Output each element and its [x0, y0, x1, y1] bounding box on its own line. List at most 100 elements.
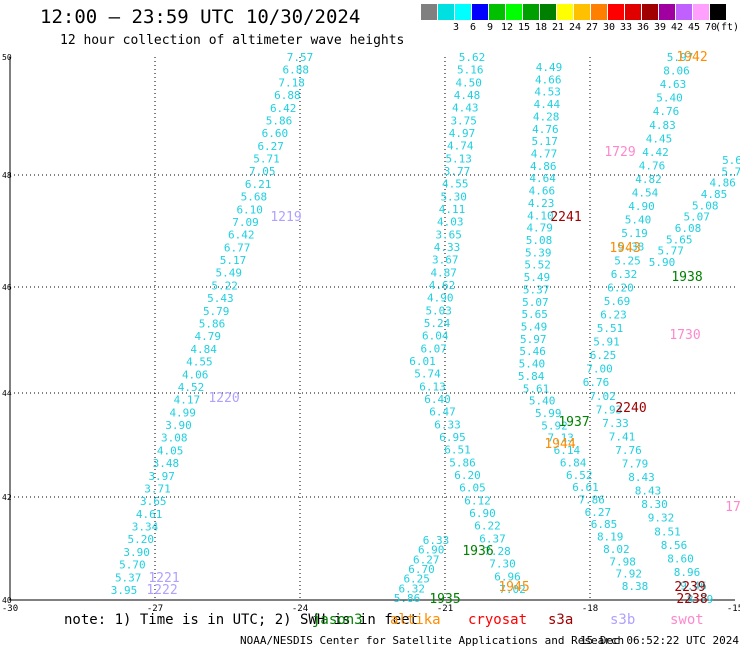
wave-height-value: 7.30 — [489, 558, 516, 571]
wave-height-value: 4.43 — [452, 102, 479, 115]
wave-height-value: 8.30 — [641, 498, 668, 511]
wave-height-value: 4.63 — [660, 78, 687, 91]
wave-height-value: 4.54 — [632, 187, 659, 200]
wave-height-value: 5.86 — [449, 456, 476, 469]
wave-height-value: 5.92 — [541, 419, 568, 432]
wave-height-value: 5.77 — [657, 245, 684, 258]
wave-height-value: 7.28 — [484, 545, 511, 558]
scale-swatch — [642, 4, 658, 20]
scale-label: 33 — [619, 22, 633, 33]
wave-height-value: 5.40 — [519, 358, 546, 371]
wave-height-value: 6.13 — [419, 380, 446, 393]
wave-height-value: 3.75 — [450, 114, 477, 127]
wave-height-value: 5.03 — [425, 304, 452, 317]
wave-height-value: 5.40 — [625, 214, 652, 227]
wave-height-value: 6.07 — [420, 342, 447, 355]
wave-height-value: 7.05 — [249, 165, 276, 178]
wave-height-value: 5.79 — [203, 305, 230, 318]
scale-swatch — [557, 4, 573, 20]
pass-time-label: 1942 — [676, 50, 707, 65]
wave-height-value: 5.74 — [414, 368, 441, 381]
wave-height-value: 5.49 — [521, 321, 548, 334]
mission-legend-item: swot — [670, 612, 704, 628]
wave-height-value: 5.22 — [211, 279, 238, 292]
wave-height-value: 5.52 — [524, 259, 551, 272]
scale-label: 3 — [452, 22, 460, 33]
wave-height-value: 5.86 — [199, 318, 226, 331]
wave-height-value: 4.62 — [429, 279, 456, 292]
wave-height-value: 6.20 — [454, 469, 481, 482]
wave-height-value: 6.01 — [409, 355, 436, 368]
wave-height-value: 5.25 — [614, 254, 641, 267]
wave-height-value: 5.51 — [597, 322, 624, 335]
lat-tick-label: 40 — [2, 596, 12, 605]
wave-height-value: 7.57 — [287, 51, 314, 64]
wave-height-value: 5.71 — [253, 153, 280, 166]
wave-height-value: 8.96 — [674, 566, 701, 579]
wave-height-value: 6.90 — [469, 507, 496, 520]
wave-height-value: 5.43 — [207, 292, 234, 305]
scale-swatch — [438, 4, 454, 20]
pass-time-label: 1730 — [669, 328, 700, 343]
wave-height-value: 6.42 — [228, 229, 255, 242]
scale-unit-label: (ft) — [715, 22, 740, 33]
wave-height-value: 6.51 — [444, 444, 471, 457]
pass-time-label: 1937 — [558, 415, 589, 430]
wave-height-value: 6.84 — [560, 456, 587, 469]
wave-height-value: 4.23 — [528, 197, 555, 210]
wave-height-value: 4.76 — [532, 123, 559, 136]
wave-height-value: 8.06 — [663, 65, 690, 78]
wave-height-value: 8.79 — [687, 593, 714, 606]
scale-swatch — [710, 4, 726, 20]
scale-swatch — [693, 4, 709, 20]
scale-swatch — [506, 4, 522, 20]
wave-height-value: 6.10 — [236, 203, 263, 216]
wave-height-value: 8.60 — [667, 552, 694, 565]
wave-height-value: 6.12 — [464, 494, 491, 507]
wave-height-value: 6.21 — [245, 178, 272, 191]
lon-tick-label: -18 — [582, 604, 598, 614]
wave-height-value: 4.03 — [437, 216, 464, 229]
wave-height-value: 4.66 — [529, 185, 556, 198]
pass-time-label: 1219 — [270, 210, 301, 225]
wave-height-value: 6.33 — [434, 418, 461, 431]
wave-height-value: 5.91 — [593, 336, 620, 349]
wave-height-value: 8.43 — [628, 471, 655, 484]
wave-height-value: 6.60 — [262, 127, 289, 140]
wave-height-value: 4.83 — [649, 119, 676, 132]
wave-height-value: 5.16 — [457, 64, 484, 77]
wave-height-value: 7.18 — [278, 76, 305, 89]
scale-swatch — [574, 4, 590, 20]
wave-height-value: 6.88 — [274, 89, 301, 102]
wave-height-value: 4.05 — [157, 444, 184, 457]
wave-height-value: 4.53 — [534, 86, 561, 99]
wave-height-value: 8.38 — [622, 580, 649, 593]
lon-tick-label: -24 — [292, 604, 308, 614]
wave-height-value: 4.11 — [439, 203, 466, 216]
lon-tick-label: -27 — [147, 604, 163, 614]
scale-label: 27 — [585, 22, 599, 33]
wave-height-value: 4.90 — [427, 292, 454, 305]
wave-height-value: 5.49 — [216, 267, 243, 280]
pass-time-label: 2239 — [674, 580, 705, 595]
wave-height-value: 7.13 — [547, 432, 574, 445]
wave-height-value: 4.17 — [174, 394, 201, 407]
scale-swatch — [455, 4, 471, 20]
wave-height-value: 4.49 — [536, 61, 563, 74]
wave-height-value: 5.40 — [656, 92, 683, 105]
wave-height-value: 8.43 — [635, 485, 662, 498]
scale-label: 21 — [551, 22, 565, 33]
scale-swatch — [421, 4, 437, 20]
wave-height-value: 7.92 — [616, 568, 643, 581]
wave-height-value: 5.39 — [525, 246, 552, 259]
wave-height-value: 4.45 — [646, 132, 673, 145]
pass-time-label: 1222 — [146, 583, 177, 598]
wave-height-value: 4.52 — [178, 381, 205, 394]
wave-height-value: 3.65 — [140, 495, 167, 508]
pass-time-label: 2240 — [615, 401, 646, 416]
wave-height-value: 6.37 — [479, 532, 506, 545]
scale-label: 18 — [534, 22, 548, 33]
wave-height-value: 5.20 — [128, 533, 155, 546]
pass-time-label: 2241 — [550, 210, 581, 225]
scale-label: 15 — [517, 22, 531, 33]
